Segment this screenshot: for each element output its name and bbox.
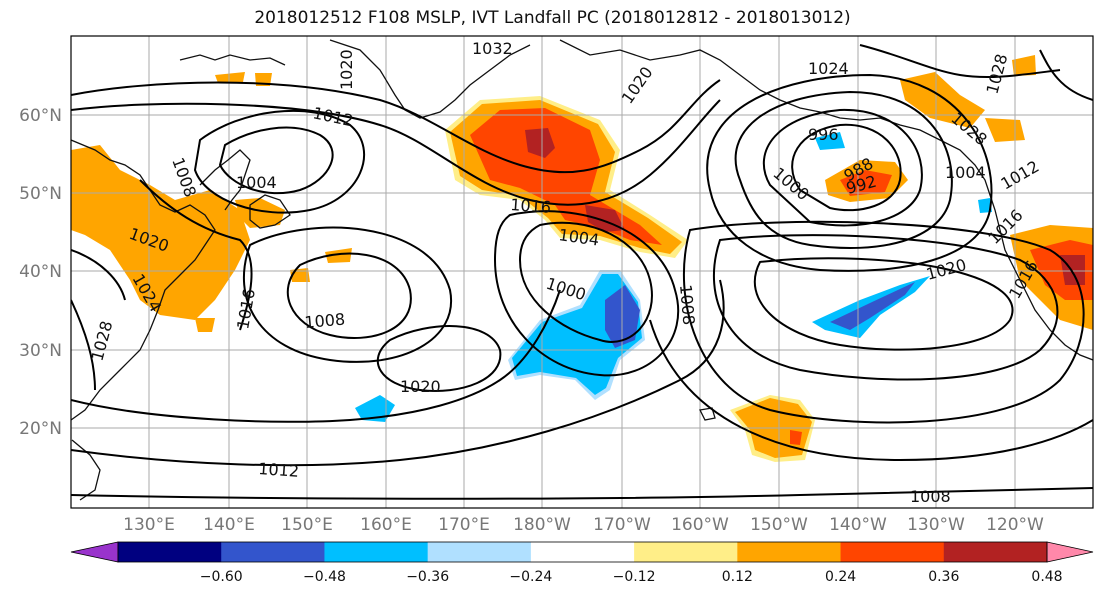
lat-label: 40°N bbox=[19, 262, 62, 282]
lat-label: 50°N bbox=[19, 184, 62, 204]
colorbar-border bbox=[117, 541, 1048, 563]
lon-label: 140°W bbox=[829, 515, 887, 535]
isobar-label: 1004 bbox=[945, 163, 986, 182]
colorbar-tick-label: 0.12 bbox=[722, 569, 753, 585]
colorbar-segment bbox=[634, 542, 738, 562]
colorbar-extend-min bbox=[70, 541, 119, 563]
lon-label: 170°E bbox=[438, 515, 490, 535]
colorbar-extend-max bbox=[1046, 541, 1094, 563]
shade-blue-small bbox=[355, 395, 395, 422]
colorbar-tick-label: 0.48 bbox=[1031, 569, 1062, 585]
isobar-label: 1032 bbox=[472, 39, 513, 58]
latitude-labels: 60°N 50°N 40°N 30°N 20°N bbox=[19, 106, 62, 439]
shade-blue-goa bbox=[815, 132, 845, 150]
isobar-label: 1024 bbox=[808, 59, 849, 78]
shade-blue-streak-dark bbox=[830, 282, 915, 330]
isobar-label: 1008 bbox=[304, 310, 346, 332]
shade-goa-red bbox=[840, 170, 892, 196]
isobar-label: 1008 bbox=[910, 487, 951, 506]
colorbar-tick-label: 0.24 bbox=[825, 569, 856, 585]
isobar-label: 1016 bbox=[510, 195, 552, 217]
shade-small-5 bbox=[195, 318, 215, 332]
coastlines bbox=[71, 39, 1093, 501]
shade-asia bbox=[71, 145, 250, 320]
shade-small-4 bbox=[325, 248, 352, 263]
isobar-label: 1004 bbox=[236, 173, 277, 192]
lon-label: 150°E bbox=[281, 515, 333, 535]
isobar-label: 1020 bbox=[337, 49, 356, 90]
isobar-label: 996 bbox=[808, 125, 839, 144]
shade-japan bbox=[235, 198, 285, 228]
shade-ne-3 bbox=[1012, 55, 1036, 76]
map-frame bbox=[70, 35, 1094, 509]
longitude-labels: 130°E 140°E 150°E 160°E 170°E 180°W 170°… bbox=[123, 515, 1044, 535]
graticule bbox=[71, 36, 1093, 508]
lon-label: 130°W bbox=[907, 515, 965, 535]
lon-label: 160°E bbox=[360, 515, 412, 535]
shade-small-1 bbox=[215, 72, 245, 83]
colorbar-segment bbox=[118, 542, 222, 562]
colorbar-segment bbox=[840, 542, 945, 562]
lat-label: 20°N bbox=[19, 419, 62, 439]
lat-label: 60°N bbox=[19, 106, 62, 126]
colorbar-tick-label: −0.24 bbox=[509, 569, 552, 585]
isobar-label: 1008 bbox=[676, 284, 698, 326]
lon-label: 130°E bbox=[123, 515, 175, 535]
lon-label: 150°W bbox=[750, 515, 808, 535]
colorbar-segment bbox=[221, 542, 325, 562]
lat-label: 30°N bbox=[19, 341, 62, 361]
colorbar-segment bbox=[324, 542, 429, 562]
shade-hawaii-red bbox=[790, 430, 802, 445]
lon-label: 160°W bbox=[671, 515, 729, 535]
ivt-shading bbox=[71, 55, 1093, 462]
colorbar-segment bbox=[530, 542, 635, 562]
isobars bbox=[71, 44, 1093, 500]
isobar-label: 1020 bbox=[400, 377, 441, 396]
lon-label: 140°E bbox=[203, 515, 255, 535]
lon-label: 120°W bbox=[986, 515, 1044, 535]
colorbar-segment bbox=[737, 542, 842, 562]
colorbar-tick-label: −0.12 bbox=[613, 569, 656, 585]
colorbar-tick-label: −0.36 bbox=[406, 569, 449, 585]
map-title: 2018012512 F108 MSLP, IVT Landfall PC (2… bbox=[254, 8, 851, 28]
colorbar-tick-label: −0.60 bbox=[200, 569, 243, 585]
isobar-label: 1012 bbox=[258, 459, 300, 481]
colorbar-tick-label: −0.48 bbox=[303, 569, 346, 585]
colorbar: −0.60 −0.48 −0.36 −0.24 −0.12 0.12 0.24 0.36 0.4… bbox=[70, 541, 1094, 585]
colorbar-tick-label: 0.36 bbox=[928, 569, 959, 585]
colorbar-segment bbox=[427, 542, 532, 562]
lon-label: 180°W bbox=[513, 515, 571, 535]
lon-label: 170°W bbox=[593, 515, 651, 535]
shade-plume-dark bbox=[525, 128, 555, 158]
colorbar-segment bbox=[943, 542, 1048, 562]
shade-blue-wc bbox=[978, 198, 992, 213]
